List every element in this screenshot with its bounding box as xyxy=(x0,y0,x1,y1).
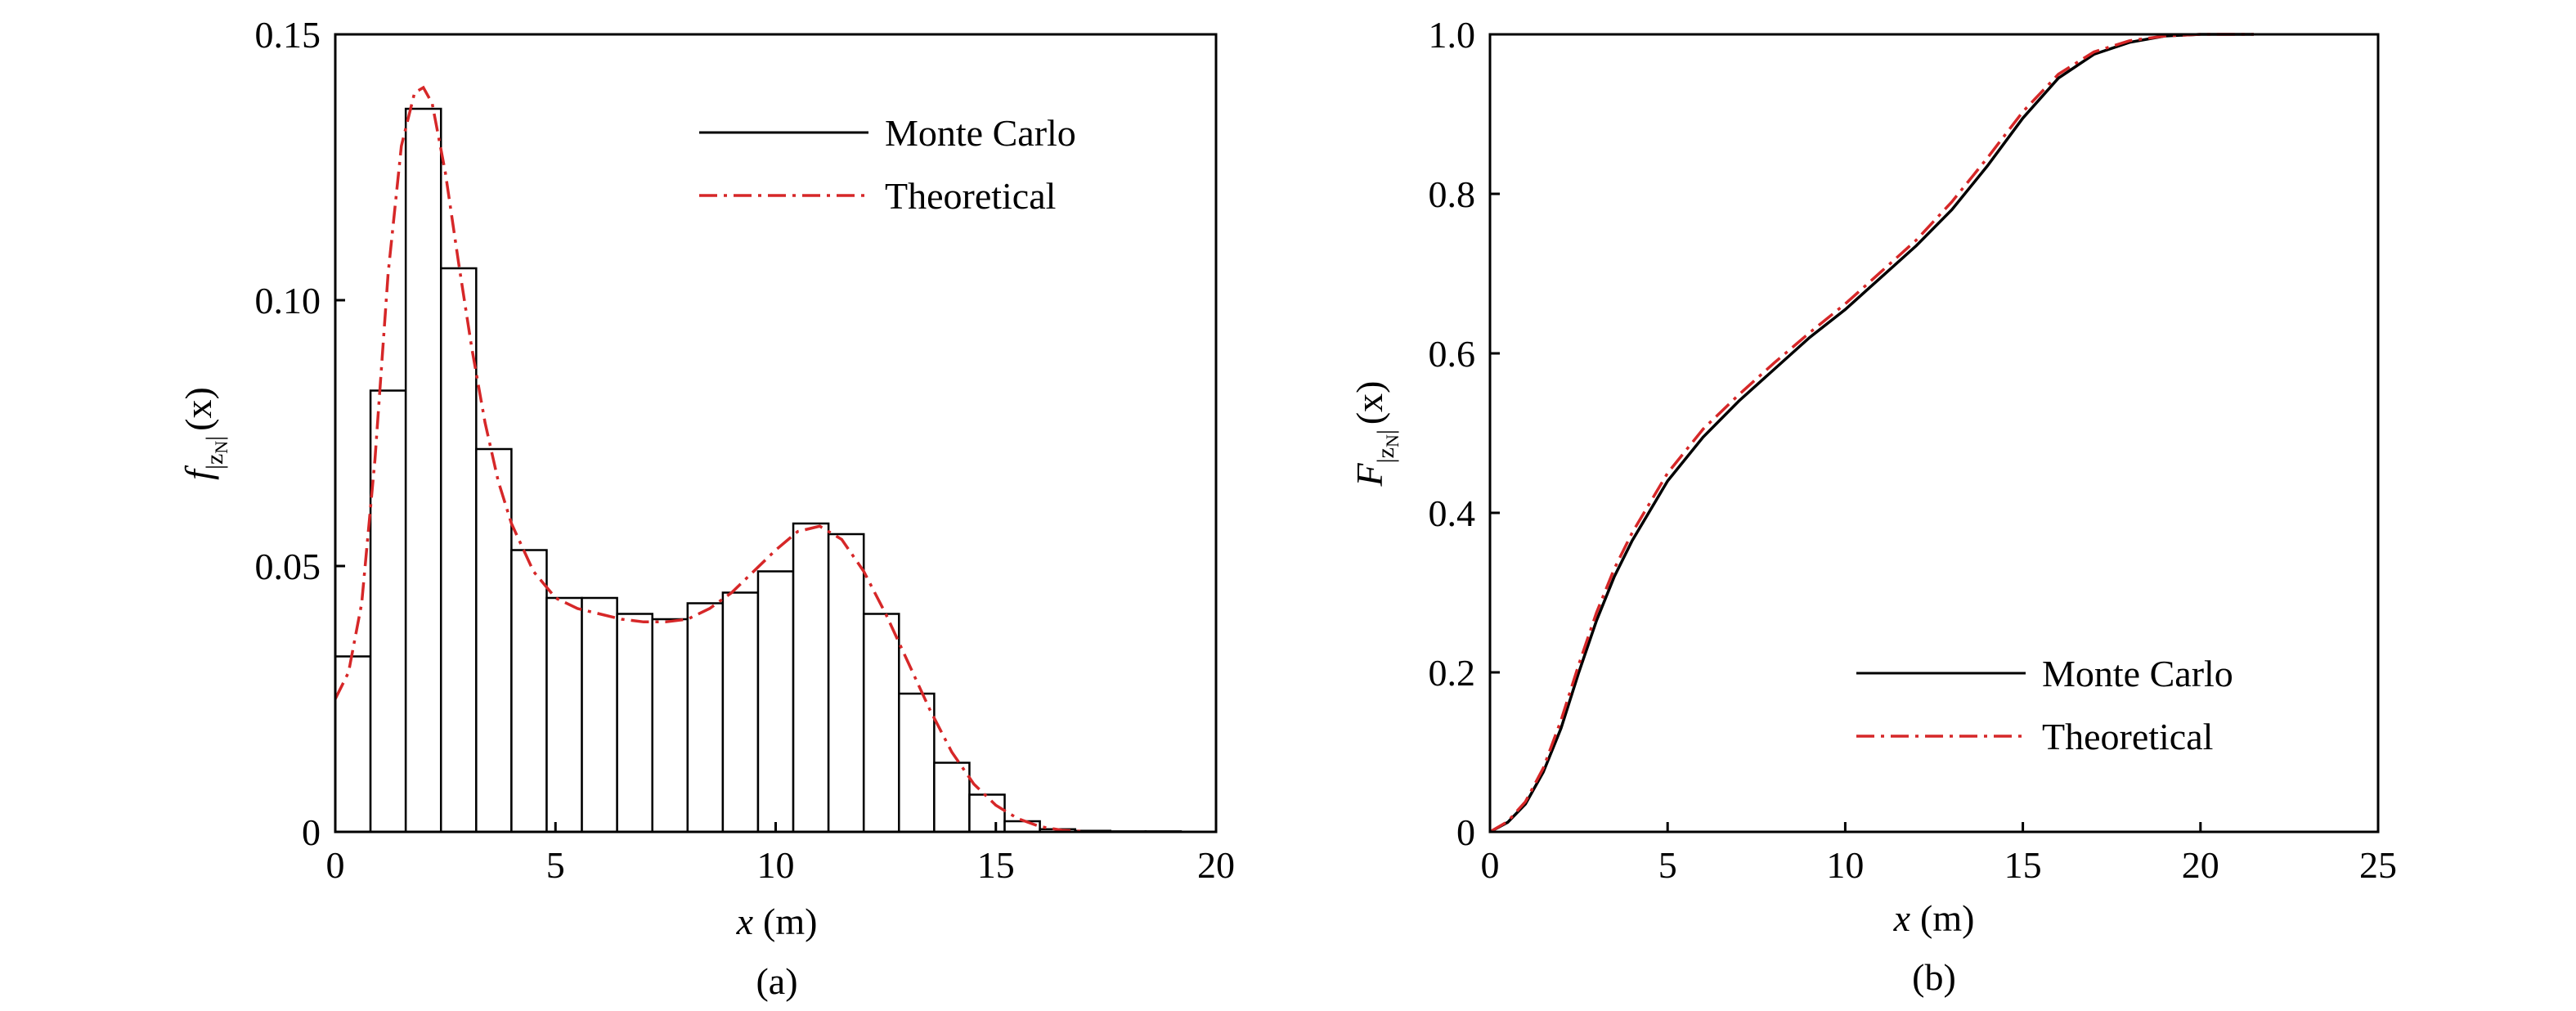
histogram-bar xyxy=(510,549,548,834)
b-x-ticks: 0 5 10 15 20 25 xyxy=(1481,822,2397,886)
histogram-bar xyxy=(369,389,407,834)
b-y-axis-title: F|zN|(x) xyxy=(1349,381,1402,488)
x-tick-label: 0 xyxy=(1481,844,1500,886)
x-tick-label: 5 xyxy=(1658,844,1677,886)
histogram-bar xyxy=(439,267,478,834)
a-y-axis-title: f|zN|(x) xyxy=(177,387,231,480)
y-tick-label: 0.4 xyxy=(1429,492,1476,534)
y-tick-label: 0 xyxy=(1456,811,1475,853)
b-y-ticks: 0 0.2 0.4 0.6 0.8 1.0 xyxy=(1429,14,1500,853)
histogram-bar xyxy=(792,522,830,834)
a-y-ticks: 0 0.05 0.10 0.15 xyxy=(255,14,345,853)
histogram-bar xyxy=(404,107,442,834)
y-tick-label: 0.6 xyxy=(1429,333,1476,375)
histogram-bar xyxy=(686,602,725,834)
panel-a-pdf-histogram: 0 5 10 15 20 0 0.05 0.10 0.15 Monte Carlo Theor… xyxy=(177,14,1235,1002)
histogram-bar xyxy=(1003,820,1041,834)
y-tick-label: 0 xyxy=(302,811,321,853)
b-x-axis-title: x (m) xyxy=(1893,897,1975,939)
a-legend-monte-carlo-label: Monte Carlo xyxy=(885,112,1076,154)
histogram-bar xyxy=(475,447,513,834)
b-plot-frame xyxy=(1488,33,2380,834)
y-tick-label: 0.15 xyxy=(255,14,321,56)
x-tick-label: 20 xyxy=(1197,844,1235,886)
y-tick-label: 0.10 xyxy=(255,280,321,321)
panel-b-cdf: 0 5 10 15 20 25 0 0.2 0.4 0.6 0.8 1.0 Monte Carlo … xyxy=(1349,14,2397,998)
a-x-axis-title: x (m) xyxy=(736,901,818,942)
x-tick-label: 10 xyxy=(757,844,795,886)
histogram-bar xyxy=(721,591,760,834)
x-tick-label: 20 xyxy=(2182,844,2219,886)
histogram-bar xyxy=(933,762,971,834)
x-tick-label: 15 xyxy=(2004,844,2042,886)
x-tick-label: 10 xyxy=(1826,844,1864,886)
x-tick-label: 15 xyxy=(977,844,1015,886)
histogram-bar xyxy=(651,618,689,834)
b-legend-monte-carlo-label: Monte Carlo xyxy=(2042,653,2233,694)
x-tick-label: 25 xyxy=(2359,844,2397,886)
histogram-bar xyxy=(545,596,583,834)
b-legend-theoretical-label: Theoretical xyxy=(2042,716,2213,757)
histogram-bar xyxy=(862,613,900,834)
histogram-bar xyxy=(616,613,653,834)
histogram-bar xyxy=(756,570,795,834)
x-tick-label: 0 xyxy=(326,844,345,886)
a-x-ticks: 0 5 10 15 20 xyxy=(326,822,1235,886)
histogram-bar xyxy=(581,596,618,834)
y-tick-label: 0.8 xyxy=(1429,173,1476,215)
a-histogram-bars xyxy=(334,107,1183,834)
a-caption: (a) xyxy=(756,960,797,1002)
x-tick-label: 5 xyxy=(546,844,565,886)
a-legend: Monte Carlo Theoretical xyxy=(699,112,1076,217)
b-monte-carlo-curve xyxy=(1489,33,2254,834)
histogram-bar xyxy=(827,532,865,834)
histogram-bar xyxy=(898,692,936,834)
histogram-bar xyxy=(334,655,372,834)
b-theoretical-curve xyxy=(1489,33,2254,834)
a-theoretical-curve xyxy=(334,85,1084,834)
histogram-bar xyxy=(968,793,1006,834)
y-tick-label: 1.0 xyxy=(1429,14,1476,56)
y-tick-label: 0.2 xyxy=(1429,652,1476,694)
y-tick-label: 0.05 xyxy=(255,546,321,587)
b-legend: Monte Carlo Theoretical xyxy=(1856,653,2233,757)
b-caption: (b) xyxy=(1912,956,1956,998)
a-legend-theoretical-label: Theoretical xyxy=(885,175,1056,217)
